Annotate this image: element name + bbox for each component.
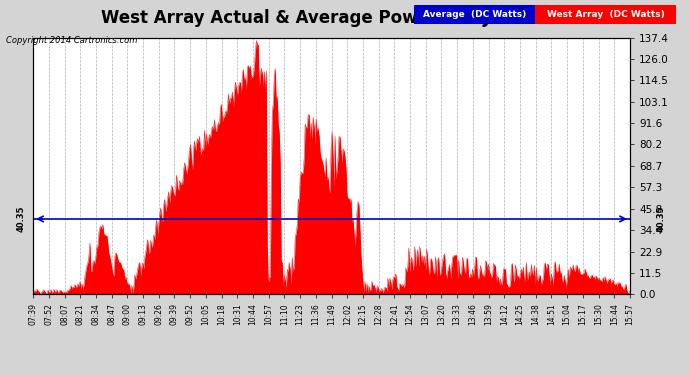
Text: Copyright 2014 Cartronics.com: Copyright 2014 Cartronics.com: [6, 36, 137, 45]
Text: Average  (DC Watts): Average (DC Watts): [423, 10, 526, 19]
Text: West Array Actual & Average Power Thu Jan 9 16:09: West Array Actual & Average Power Thu Ja…: [101, 9, 589, 27]
Text: West Array  (DC Watts): West Array (DC Watts): [546, 10, 664, 19]
Text: 40.35: 40.35: [657, 206, 666, 232]
Text: 40.35: 40.35: [16, 206, 25, 232]
